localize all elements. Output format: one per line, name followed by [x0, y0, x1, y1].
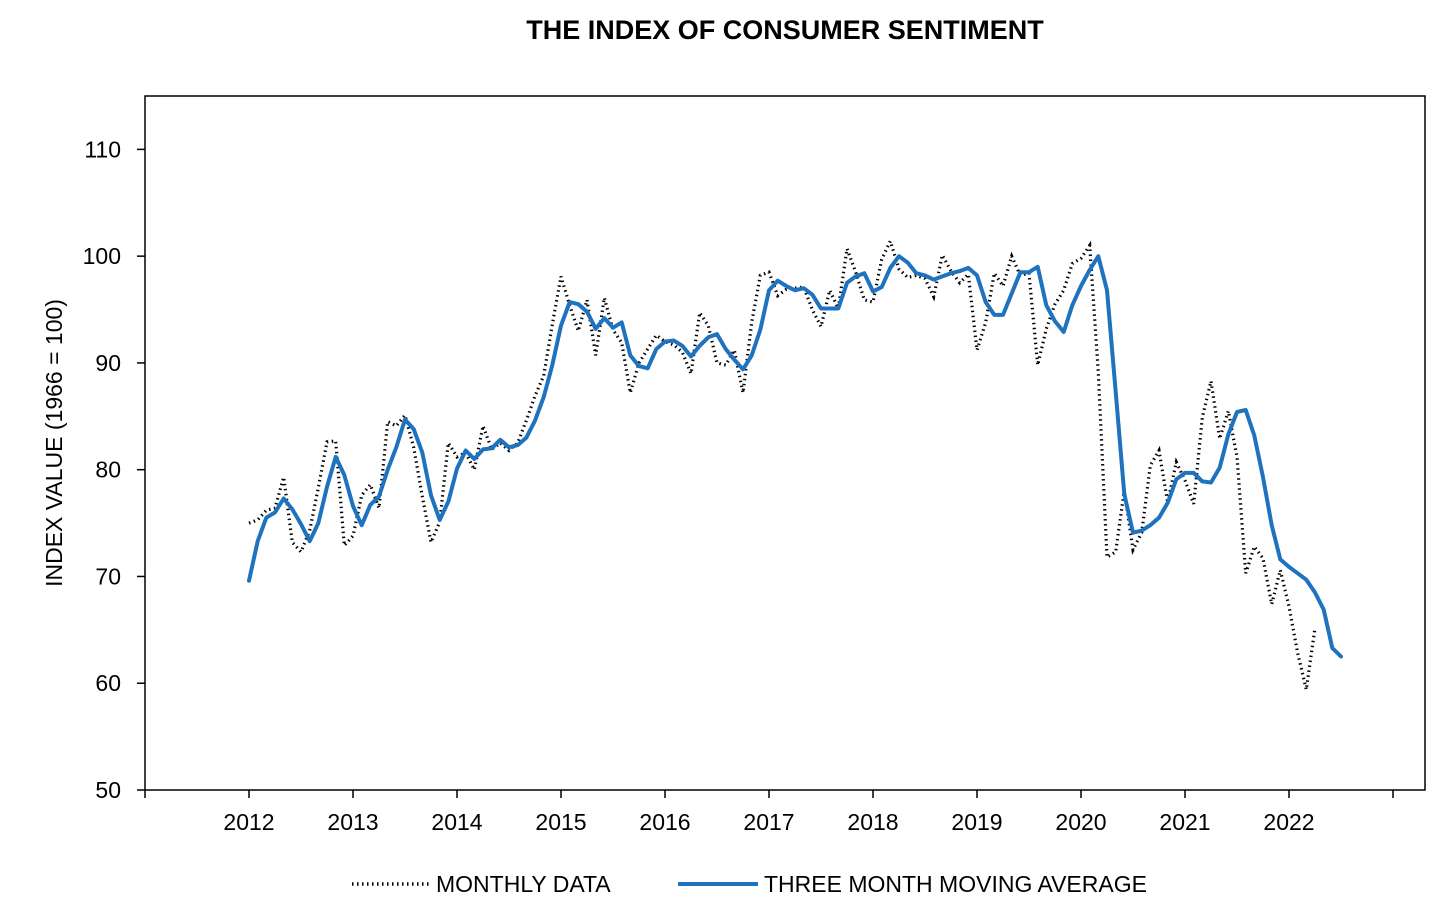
series-line-three-month-moving-average	[247, 254, 1343, 659]
x-tick-label-2017: 2017	[743, 809, 794, 835]
x-tick-label-2016: 2016	[639, 809, 690, 835]
y-tick-label-90: 90	[95, 350, 121, 376]
x-tick-label-2019: 2019	[951, 809, 1002, 835]
legend: MONTHLY DATA THREE MONTH MOVING AVERAGE	[352, 871, 1147, 897]
plot-area-frame	[144, 95, 1426, 791]
legend-label-moving-average: THREE MONTH MOVING AVERAGE	[764, 871, 1147, 897]
axis-ticks: 50 60 70 80 90 100 110 2012 2013 2014 2015 2016 2017…	[83, 136, 1394, 835]
x-tick-label-2021: 2021	[1159, 809, 1210, 835]
x-tick-label-2014: 2014	[431, 809, 482, 835]
y-tick-label-50: 50	[95, 777, 121, 803]
y-tick-label-100: 100	[83, 243, 121, 269]
series-lines	[247, 236, 1343, 690]
legend-label-monthly: MONTHLY DATA	[436, 871, 611, 897]
x-tick-label-2022: 2022	[1263, 809, 1314, 835]
chart-title: THE INDEX OF CONSUMER SENTIMENT	[526, 15, 1044, 45]
x-tick-label-2020: 2020	[1055, 809, 1106, 835]
axes	[144, 95, 1426, 791]
y-tick-label-80: 80	[95, 457, 121, 483]
y-tick-label-110: 110	[84, 136, 121, 162]
x-tick-label-2018: 2018	[847, 809, 898, 835]
series-line-monthly-data	[248, 236, 1317, 690]
y-tick-label-60: 60	[95, 670, 121, 696]
x-tick-label-2015: 2015	[535, 809, 586, 835]
x-tick-label-2013: 2013	[327, 809, 378, 835]
y-axis-title: INDEX VALUE (1966 = 100)	[41, 299, 67, 587]
x-tick-label-2012: 2012	[223, 809, 274, 835]
y-tick-label-70: 70	[95, 563, 121, 589]
